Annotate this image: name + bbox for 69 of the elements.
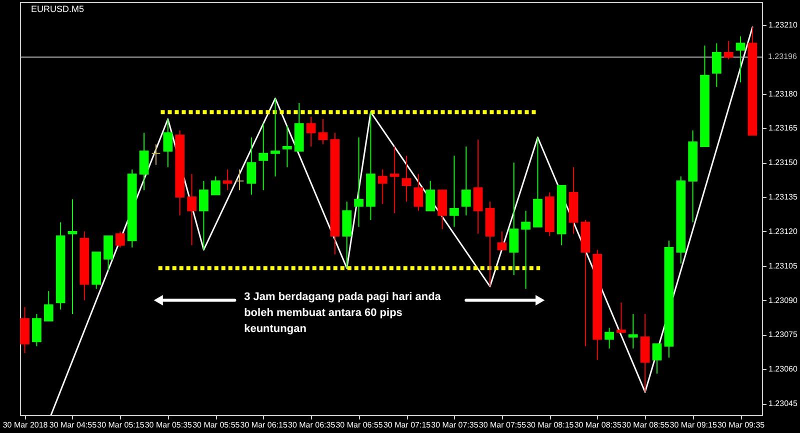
x-tick-label: 30 Mar 05:55 <box>192 420 240 430</box>
line-series <box>50 26 754 415</box>
candlestick <box>354 136 364 228</box>
candlestick <box>151 144 161 166</box>
candlestick <box>724 40 734 60</box>
x-tick-label: 30 Mar 07:15 <box>383 420 432 430</box>
candlestick <box>509 162 519 276</box>
candlestick <box>736 36 746 83</box>
candlestick <box>402 155 412 202</box>
y-tick-label: 1.23090 <box>768 296 798 305</box>
candlestick <box>318 118 328 145</box>
y-tick-label: 1.23060 <box>768 364 798 374</box>
candlestick <box>68 198 78 315</box>
candlestick <box>44 290 54 322</box>
y-tick-label: 1.23135 <box>768 192 798 202</box>
candlestick <box>414 174 424 212</box>
annotation: 3 Jam berdagang pada pagi hari anda boleh membuat antara 60 pips keuntungan <box>244 291 442 336</box>
y-tick-label: 1.23045 <box>768 399 798 408</box>
candlestick <box>32 314 42 347</box>
candlestick <box>163 118 173 168</box>
candlestick <box>628 314 638 349</box>
x-tick-label: 30 Mar 05:35 <box>144 420 193 430</box>
x-tick-label: 30 Mar 08:35 <box>574 420 622 430</box>
candlestick <box>187 174 196 246</box>
x-tick-label: 30 Mar 05:15 <box>97 420 145 430</box>
x-tick-label: 30 Mar 2018 <box>2 420 48 430</box>
candlestick <box>199 180 208 250</box>
candlestick <box>497 230 507 250</box>
x-tick-label: 30 Mar 06:55 <box>336 420 384 430</box>
candlestick <box>234 168 244 191</box>
ref-line-label: 1.23196 <box>768 52 798 62</box>
candlestick <box>222 168 232 191</box>
y-tick-label: 1.23165 <box>768 124 798 133</box>
candlestick <box>246 136 256 196</box>
x-tick-label: 30 Mar 06:15 <box>240 420 288 430</box>
candlestick <box>116 230 125 248</box>
chart-title: EURUSD.M5 <box>31 4 84 14</box>
x-tick-label: 30 Mar 08:15 <box>526 420 574 430</box>
candlestick <box>210 176 220 196</box>
candlestick <box>378 168 388 204</box>
candlestick <box>712 42 722 88</box>
x-tick-label: 30 Mar 07:55 <box>478 420 527 430</box>
candlestick <box>461 146 471 216</box>
candlestick <box>306 116 316 148</box>
y-tick-label: 1.23180 <box>768 89 798 98</box>
candlestick <box>282 125 292 168</box>
candlestick <box>426 180 436 212</box>
candlestick <box>258 123 268 191</box>
candlestick <box>139 132 149 191</box>
y-tick-label: 1.23120 <box>768 226 798 236</box>
x-tick-label: 30 Mar 08:55 <box>622 420 670 430</box>
x-tick-label: 30 Mar 09:35 <box>717 420 766 430</box>
y-tick-label: 1.23210 <box>768 20 798 30</box>
candlestick <box>450 155 459 228</box>
candlestick <box>521 210 530 290</box>
x-tick-label: 30 Mar 09:15 <box>670 420 718 430</box>
x-tick-label: 30 Mar 04:55 <box>49 420 98 430</box>
y-tick-label: 1.23105 <box>768 261 798 270</box>
candlestick <box>390 146 400 214</box>
candlestick <box>652 343 662 374</box>
candlestick <box>270 98 280 177</box>
candlestick <box>604 327 614 349</box>
x-tick-label: 30 Mar 07:35 <box>431 420 479 430</box>
x-tick-label: 30 Mar 06:35 <box>288 420 336 430</box>
y-tick-label: 1.23150 <box>768 158 798 168</box>
y-tick-label: 1.23075 <box>768 330 798 340</box>
candlestick <box>473 139 483 234</box>
candlestick <box>616 302 626 333</box>
candlestick <box>104 236 113 271</box>
